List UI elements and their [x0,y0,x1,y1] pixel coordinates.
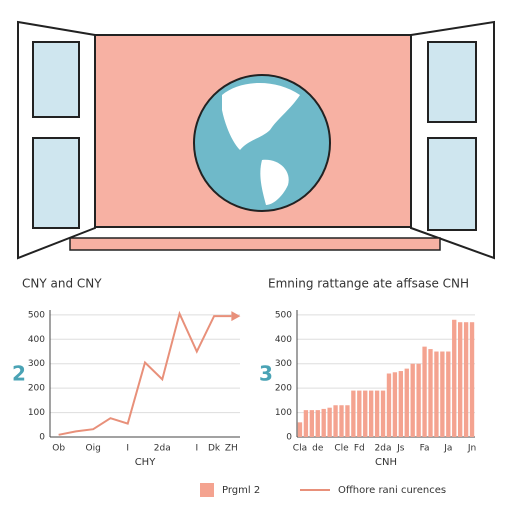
bar [416,363,421,437]
bar [351,390,356,437]
panel-number: 3 [259,362,273,386]
bar [422,346,427,437]
legend-label: Prgml 2 [222,485,260,496]
x-tick-label: Fa [420,444,430,454]
bar [386,373,392,437]
x-tick-label: 2da [154,444,171,454]
bar [380,390,386,437]
bar [434,351,439,437]
y-tick-label: 500 [28,310,45,320]
legend-swatch [200,483,214,497]
arrow-head [231,311,241,322]
bar [297,422,303,437]
bar [369,390,374,437]
bar [410,363,415,437]
x-tick-label: 2da [375,444,392,454]
bar [469,322,475,437]
y-tick-label: 300 [28,359,45,369]
bar [440,351,445,437]
x-tick-label: Jn [467,444,476,454]
bar [309,410,314,437]
x-tick-label: I [126,444,129,454]
y-tick-label: 100 [275,408,292,418]
bar [327,407,332,437]
line [58,310,232,436]
y-tick-label: 0 [286,433,292,443]
bar [392,372,398,437]
y-tick-label: 200 [275,384,292,394]
bar [345,405,350,437]
bar [428,349,433,437]
y-tick-label: 400 [28,335,45,345]
y-tick-label: 400 [275,335,292,345]
y-tick-label: 0 [39,433,45,443]
bar [374,390,380,437]
bar [404,368,409,437]
bar [357,390,362,437]
y-tick-label: 200 [28,384,45,394]
x-tick-label: Cla [293,444,307,454]
bar [333,405,338,437]
window-illustration [17,20,495,260]
bar [303,410,309,437]
x-tick-label: I [195,444,198,454]
x-tick-label: Oig [86,444,101,454]
x-tick-label: Dk [208,444,221,454]
bar [458,322,463,437]
bar [321,408,326,437]
bar [363,390,368,437]
bar [339,405,344,437]
x-tick-label: Ja [443,444,452,454]
x-tick-label: Cle [334,444,349,454]
bar [452,319,457,437]
bar [463,322,469,437]
y-tick-label: 500 [275,310,292,320]
x-tick-label: Fd [354,444,365,454]
bar [398,371,403,437]
x-tick-label: Ob [52,444,65,454]
panel-number: 2 [12,362,26,386]
chart-title: CNY and CNY [22,277,102,291]
x-axis-label: CHY [135,457,157,468]
x-tick-label: Js [396,444,405,454]
bar [315,410,320,437]
y-tick-label: 300 [275,359,292,369]
x-tick-label: ZH [225,444,238,454]
x-axis-label: CNH [375,457,397,468]
legend-label: Offhore rani curences [338,485,446,496]
chart-title: Emning rattange ate affsase CNH [268,277,469,291]
x-tick-label: de [312,444,324,454]
bar [446,351,451,437]
y-tick-label: 100 [28,408,45,418]
